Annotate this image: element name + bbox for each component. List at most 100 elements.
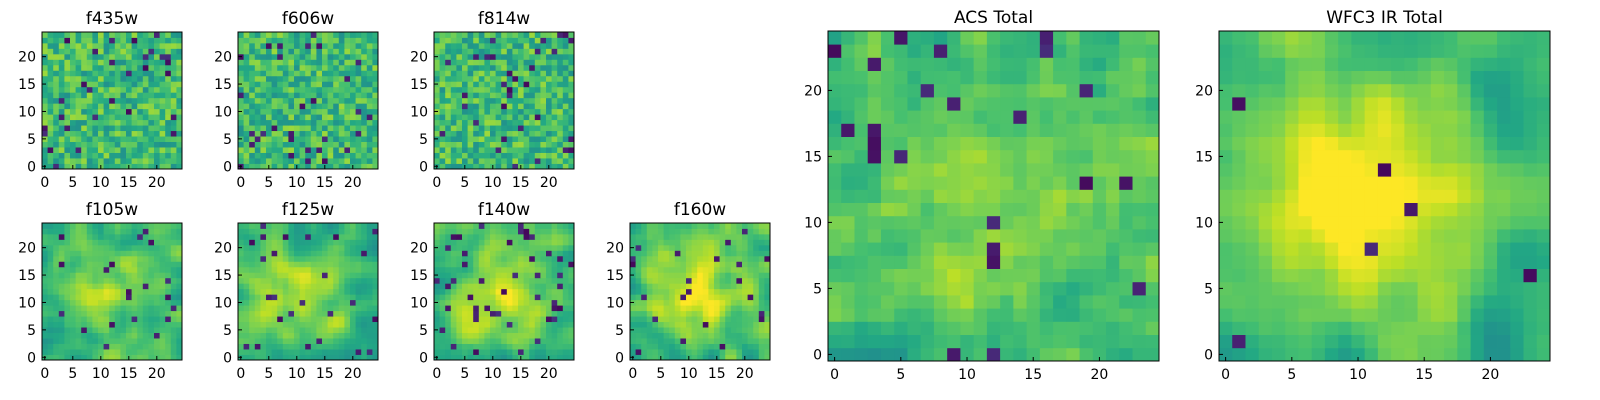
heatmap-cell [663,316,670,323]
heatmap-cell [294,233,300,240]
heatmap-cell [490,255,496,262]
heatmap-cell [294,59,300,66]
heatmap-cell [243,299,250,306]
heatmap-cell [305,338,312,344]
heatmap-cell [484,299,491,306]
heatmap-cell [523,305,530,312]
heatmap-cell [674,233,681,240]
heatmap-cell [64,255,71,262]
heatmap-cell [70,255,76,262]
heatmap-cell [518,288,524,295]
heatmap-cell [310,37,317,44]
heatmap-cell [361,53,368,60]
heatmap-cell [490,305,496,312]
heatmap-cell [568,81,575,88]
heatmap-cell [154,75,160,82]
heatmap-cell [299,272,306,279]
heatmap-cell [109,103,116,110]
heatmap-cell [725,272,732,279]
heatmap-cell [686,299,692,306]
heatmap-cell [708,250,715,257]
heatmap-cell [450,288,457,295]
heatmap-cell [338,130,345,137]
heatmap-cell [305,158,312,164]
heatmap-cell [462,239,468,246]
heatmap-cell [1106,229,1120,243]
heatmap-cell [266,158,272,164]
heatmap-cell [361,321,368,328]
heatmap-cell [1053,202,1067,217]
heatmap-cell [714,244,720,251]
heatmap-cell [753,244,760,251]
heatmap-cell [1079,268,1094,283]
heatmap-cell [42,147,48,153]
heatmap-cell [506,163,513,170]
heatmap-cell [719,239,726,246]
heatmap-cell [854,334,869,349]
heatmap-cell [103,152,110,159]
heatmap-cell [64,130,71,137]
heatmap-cell [680,299,687,306]
heatmap-cell [445,147,452,153]
heatmap-cell [42,305,48,312]
heatmap-cell [960,229,975,243]
heatmap-cell [249,130,256,137]
heatmap-cell [1000,281,1014,296]
heatmap-cell [86,321,93,328]
heatmap-cell [747,316,754,323]
heatmap-cell [646,305,653,312]
heatmap-cell [764,288,771,295]
heatmap-cell [238,125,244,132]
heatmap-cell [473,37,480,44]
heatmap-cell [742,338,748,344]
heatmap-cell [372,32,379,38]
heatmap-cell [254,327,261,333]
heatmap-cell [126,261,132,268]
heatmap-cell [529,354,536,361]
heatmap-cell [282,32,289,38]
heatmap-cell [467,114,474,121]
heatmap-cell [658,327,664,333]
heatmap-cell [165,97,172,104]
heatmap-cell [434,266,440,273]
heatmap-cell [137,48,144,55]
heatmap-cell [47,108,54,115]
heatmap-cell [1079,255,1094,269]
heatmap-cell [478,250,485,257]
heatmap-cell [120,255,127,262]
heatmap-cell [434,92,440,99]
heatmap-cell [243,272,250,279]
heatmap-cell [310,299,317,306]
heatmap-cell [42,233,48,240]
heatmap-cell [316,327,323,333]
heatmap-cell [456,239,463,246]
heatmap-cell [70,70,76,77]
heatmap-cell [170,59,177,66]
heatmap-cell [333,239,340,246]
heatmap-cell [81,332,88,339]
heatmap-cell [562,125,569,132]
heatmap-cell [316,277,323,284]
heatmap-cell [142,305,149,312]
heatmap-cell [490,103,496,110]
heatmap-cell [114,86,121,93]
heatmap-cell [299,266,306,273]
heatmap-cell [120,305,127,312]
heatmap-cell [1013,255,1027,269]
heatmap-cell [70,81,76,88]
heatmap-cell [518,147,524,153]
heatmap-cell [98,233,104,240]
heatmap-cell [299,75,306,82]
heatmap-cell [170,288,177,295]
heatmap-cell [714,305,720,312]
heatmap-cell [355,92,362,99]
heatmap-cell [641,327,648,333]
heatmap-cell [630,349,636,355]
heatmap-cell [445,316,452,323]
heatmap-cell [299,294,306,301]
heatmap-cell [557,283,564,290]
heatmap-cell [495,316,502,323]
heatmap-cell [473,108,480,115]
heatmap-cell [730,228,737,235]
heatmap-cell [1132,308,1147,322]
